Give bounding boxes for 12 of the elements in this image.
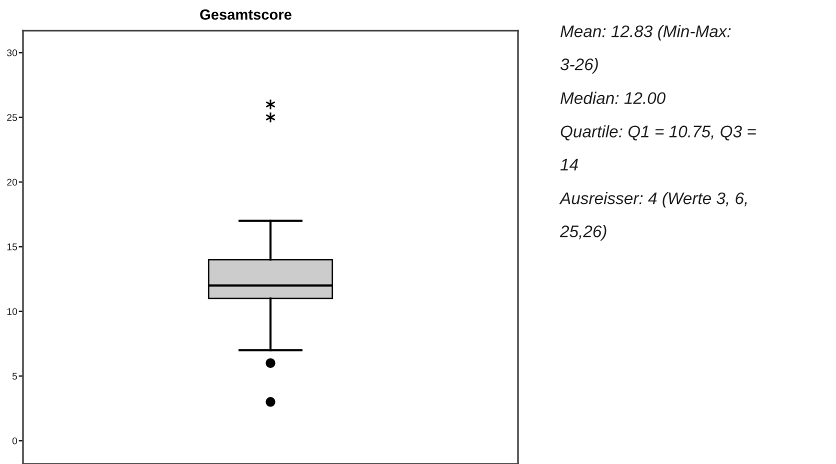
chart-title: Gesamtscore (200, 9, 292, 20)
y-tick-label: 15 (7, 244, 18, 250)
text: Median: 12.00 (560, 92, 666, 104)
text: Mean: 12.83 (Min-Max: 3-26) (560, 25, 731, 74)
y-tick-label: 5 (12, 372, 18, 380)
y-tick-label: 10 (7, 308, 18, 315)
text: Quartile: Q1 = 10.75, Q3 = 14 (560, 125, 756, 170)
y-tick-label: 0 (12, 437, 18, 444)
y-tick-label: 20 (7, 178, 18, 186)
y-tick-label: 30 (7, 49, 18, 56)
text: Ausreisser: 4 (Werte 3, 6, 25,26) (559, 192, 747, 241)
y-tick-label: 25 (7, 114, 18, 121)
